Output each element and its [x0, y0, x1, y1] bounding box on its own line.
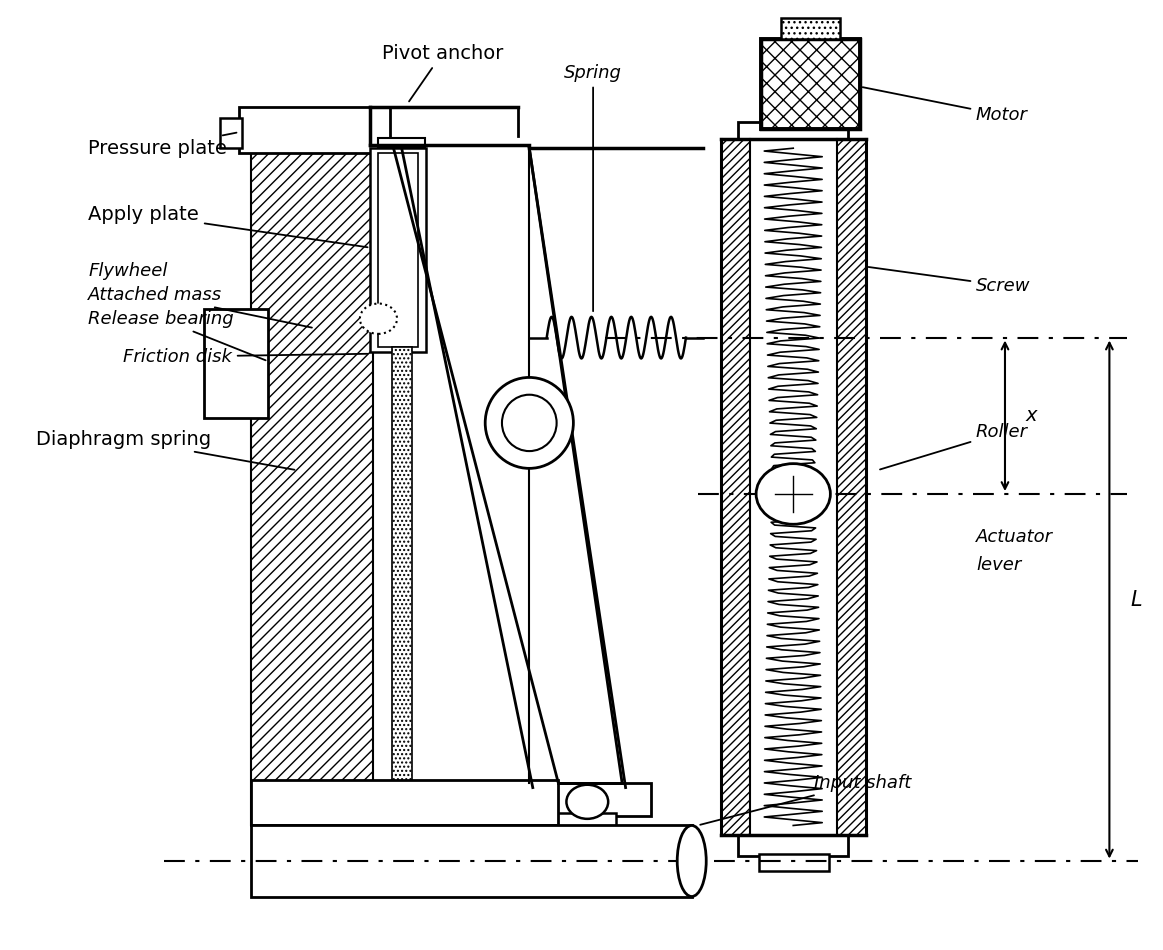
Text: Apply plate: Apply plate	[88, 205, 368, 247]
Bar	[220, 118, 242, 148]
Bar	[378, 153, 418, 347]
Bar	[251, 780, 558, 826]
Bar	[759, 854, 828, 871]
Text: Roller: Roller	[880, 424, 1028, 469]
Circle shape	[359, 304, 397, 333]
Ellipse shape	[677, 826, 706, 897]
Bar	[378, 138, 424, 147]
Circle shape	[756, 464, 830, 524]
Bar	[512, 783, 651, 816]
Text: Attached mass: Attached mass	[88, 286, 312, 328]
Text: Pressure plate: Pressure plate	[88, 133, 236, 158]
Bar	[251, 826, 692, 897]
Text: Screw: Screw	[869, 267, 1030, 294]
Text: L: L	[1130, 590, 1142, 610]
Ellipse shape	[502, 394, 557, 451]
Ellipse shape	[485, 377, 573, 468]
Text: Input shaft: Input shaft	[700, 774, 911, 825]
Bar	[836, 139, 865, 835]
Bar	[205, 310, 269, 418]
Bar	[370, 148, 426, 352]
Text: Friction disk: Friction disk	[123, 348, 368, 366]
Text: Actuator: Actuator	[976, 527, 1053, 545]
Bar	[739, 122, 848, 139]
Bar	[251, 129, 372, 826]
Text: Diaphragm spring: Diaphragm spring	[36, 429, 294, 469]
Bar	[762, 39, 859, 129]
Text: x: x	[1026, 407, 1037, 426]
Bar	[392, 347, 412, 788]
Bar	[240, 107, 390, 153]
Circle shape	[566, 785, 608, 819]
Bar	[721, 139, 750, 835]
Text: Spring: Spring	[564, 64, 622, 312]
Text: Motor: Motor	[863, 87, 1028, 124]
Text: Pivot anchor: Pivot anchor	[381, 44, 502, 102]
Text: Release bearing: Release bearing	[88, 310, 265, 360]
Bar	[739, 835, 848, 856]
Bar	[535, 813, 616, 846]
Bar	[762, 39, 859, 129]
Text: lever: lever	[976, 556, 1021, 574]
Text: Flywheel: Flywheel	[88, 262, 167, 280]
Bar	[782, 18, 840, 39]
